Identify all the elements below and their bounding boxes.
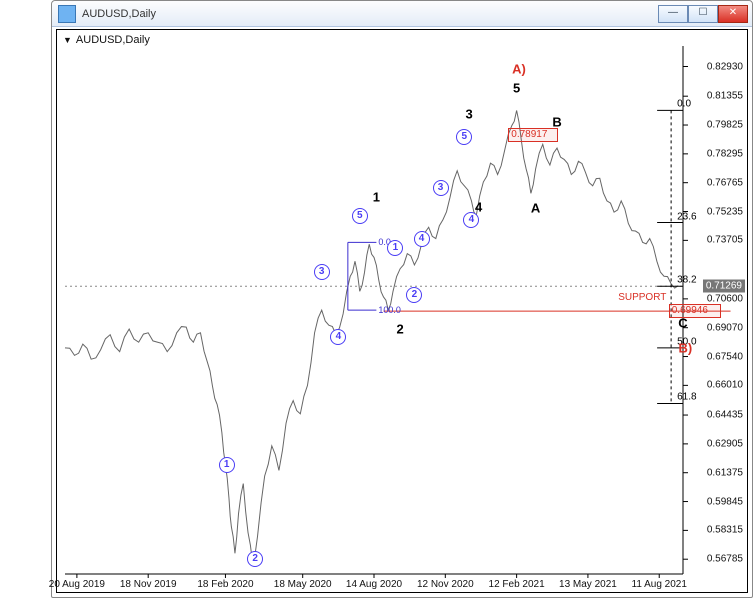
wave-label: 3 [314,264,330,280]
wave-label: 5 [456,129,472,145]
close-button[interactable]: ✕ [718,5,748,23]
fib-level-label: 38.2 [677,275,696,286]
x-axis-label: 11 Aug 2021 [632,579,687,590]
wave-label: A [531,201,540,216]
support-label: SUPPORT [618,292,666,303]
app-icon [58,5,76,23]
wave-label: 5 [352,208,368,224]
window-titlebar: AUDUSD,Daily — ☐ ✕ [52,1,752,27]
window-buttons: — ☐ ✕ [658,5,748,23]
window-title: AUDUSD,Daily [82,8,658,20]
wave-label: 3 [465,107,472,122]
y-axis-label: 0.67540 [707,351,743,362]
wave-label: B) [679,340,693,355]
y-axis-label: 0.69070 [707,322,743,333]
wave-label: 2 [406,287,422,303]
chart-canvas: ▼AUDUSD,Daily 0.829300.813550.798250.782… [56,29,748,593]
y-axis-label: 0.70600 [707,293,743,304]
wave-label: A) [512,61,526,76]
y-axis-label: 0.66010 [707,380,743,391]
y-axis-label: 0.78295 [707,148,743,159]
y-axis-label: 0.81355 [707,91,743,102]
wave-label: 4 [475,199,482,214]
wave-label: 1 [219,457,235,473]
price-annotation-box: 0.78917 [508,128,558,142]
y-axis-label: 0.59845 [707,496,743,507]
current-price-box: 0.71269 [703,280,745,293]
wave-label: 2 [397,322,404,337]
fib-minor-label: 100.0 [378,305,401,315]
y-axis-label: 0.64435 [707,410,743,421]
wave-label: 3 [433,180,449,196]
y-axis-label: 0.76765 [707,177,743,188]
y-axis-label: 0.61375 [707,467,743,478]
minimize-button[interactable]: — [658,5,688,23]
wave-label: 4 [330,329,346,345]
x-axis-label: 12 Nov 2020 [417,579,474,590]
chart-window: AUDUSD,Daily — ☐ ✕ ▼AUDUSD,Daily 0.82930… [51,0,753,598]
wave-label: 1 [387,240,403,256]
price-annotation-box: 0.69946 [669,304,721,318]
wave-label: 1 [373,190,380,205]
x-axis-label: 20 Aug 2019 [49,579,105,590]
y-axis-label: 0.82930 [707,61,743,72]
maximize-button[interactable]: ☐ [688,5,718,23]
wave-label: 4 [414,231,430,247]
wave-label: 2 [247,551,263,567]
fib-level-label: 0.0 [677,99,691,110]
fib-level-label: 23.6 [677,211,696,222]
x-axis-label: 13 May 2021 [559,579,617,590]
x-axis-label: 18 Nov 2019 [120,579,177,590]
y-axis-label: 0.62905 [707,438,743,449]
y-axis-label: 0.79825 [707,120,743,131]
wave-label: 5 [513,80,520,95]
y-axis-label: 0.56785 [707,554,743,565]
fib-level-label: 61.8 [677,392,696,403]
x-axis-label: 14 Aug 2020 [346,579,402,590]
wave-label: C [678,316,687,331]
y-axis-label: 0.73705 [707,235,743,246]
wave-label: B [552,114,561,129]
x-axis-label: 18 Feb 2020 [197,579,253,590]
wave-label: 4 [463,212,479,228]
x-axis-label: 18 May 2020 [274,579,332,590]
x-axis-label: 12 Feb 2021 [489,579,545,590]
y-axis-label: 0.75235 [707,206,743,217]
y-axis-label: 0.58315 [707,525,743,536]
